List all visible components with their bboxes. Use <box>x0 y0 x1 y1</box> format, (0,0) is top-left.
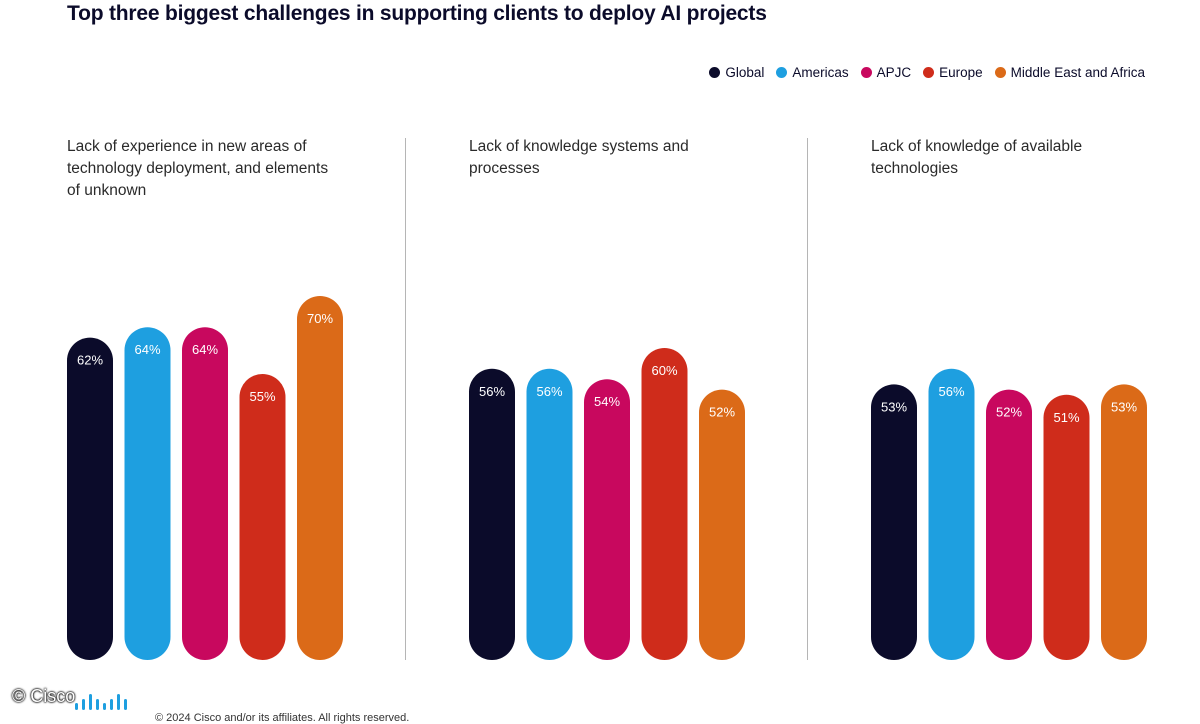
legend-label-apjc: APJC <box>876 65 912 80</box>
legend-dot-apjc <box>860 67 872 78</box>
bar-panel-1-middle-east-and-africa <box>297 296 343 660</box>
bar-label-panel-2-global: 56% <box>479 384 505 399</box>
bar-label-panel-1-middle-east-and-africa: 70% <box>307 311 333 326</box>
footer-copyright: © 2024 Cisco and/or its affiliates. All … <box>155 712 410 724</box>
legend: Global Americas APJC Europe Middle East … <box>709 65 1145 80</box>
bar-panel-3-apjc <box>986 389 1032 660</box>
bar-label-panel-3-apjc: 52% <box>996 405 1022 420</box>
legend-item-europe: Europe <box>923 65 983 80</box>
cisco-watermark: © Cisco <box>12 686 76 706</box>
bar-panel-2-global <box>469 368 515 660</box>
bar-label-panel-3-europe: 51% <box>1053 410 1079 425</box>
legend-dot-europe <box>923 67 935 78</box>
panel-divider-1 <box>405 138 406 660</box>
bar-panel-1-europe <box>239 374 286 660</box>
bar-label-panel-1-global: 62% <box>77 353 103 368</box>
bar-panel-1-global <box>67 337 113 660</box>
cisco-logo-icon <box>75 694 127 710</box>
legend-item-americas: Americas <box>776 65 849 80</box>
legend-label-mea: Middle East and Africa <box>1010 65 1145 80</box>
bar-label-panel-2-europe: 60% <box>651 363 677 378</box>
bar-panel-2-europe <box>641 348 688 660</box>
bar-label-panel-2-apjc: 54% <box>594 394 620 409</box>
legend-item-mea: Middle East and Africa <box>994 65 1145 80</box>
bar-label-panel-2-middle-east-and-africa: 52% <box>709 405 735 420</box>
panel-2-title: Lack of knowledge systems and processes <box>469 138 689 177</box>
bar-label-panel-3-middle-east-and-africa: 53% <box>1111 399 1137 414</box>
bar-panel-3-americas <box>928 368 975 660</box>
bar-label-panel-2-americas: 56% <box>536 384 562 399</box>
chart-title: Top three biggest challenges in supporti… <box>67 2 767 25</box>
bar-label-panel-1-apjc: 64% <box>192 342 218 357</box>
legend-label-global: Global <box>725 65 765 80</box>
bar-panel-3-middle-east-and-africa <box>1101 384 1147 660</box>
bar-label-panel-1-europe: 55% <box>249 389 275 404</box>
bar-label-panel-1-americas: 64% <box>134 342 160 357</box>
bar-label-panel-3-americas: 56% <box>938 384 964 399</box>
bar-panel-2-middle-east-and-africa <box>699 389 745 660</box>
bar-label-panel-3-global: 53% <box>881 399 907 414</box>
bar-panel-3-global <box>871 384 917 660</box>
panel-1-title: Lack of experience in new areas of techn… <box>67 138 329 199</box>
legend-label-europe: Europe <box>939 65 983 80</box>
legend-dot-americas <box>776 67 788 78</box>
legend-label-americas: Americas <box>792 65 849 80</box>
legend-dot-global <box>709 67 721 78</box>
legend-dot-mea <box>994 67 1006 78</box>
bar-panel-3-europe <box>1043 394 1090 660</box>
bar-panel-2-americas <box>526 368 573 660</box>
legend-item-apjc: APJC <box>860 65 912 80</box>
panel-3-title: Lack of knowledge of available technolog… <box>871 138 1083 177</box>
bar-panel-2-apjc <box>584 379 630 660</box>
bar-panel-1-apjc <box>182 327 228 660</box>
bar-panel-1-americas <box>124 327 171 660</box>
legend-item-global: Global <box>709 65 764 80</box>
panel-divider-2 <box>807 138 808 660</box>
